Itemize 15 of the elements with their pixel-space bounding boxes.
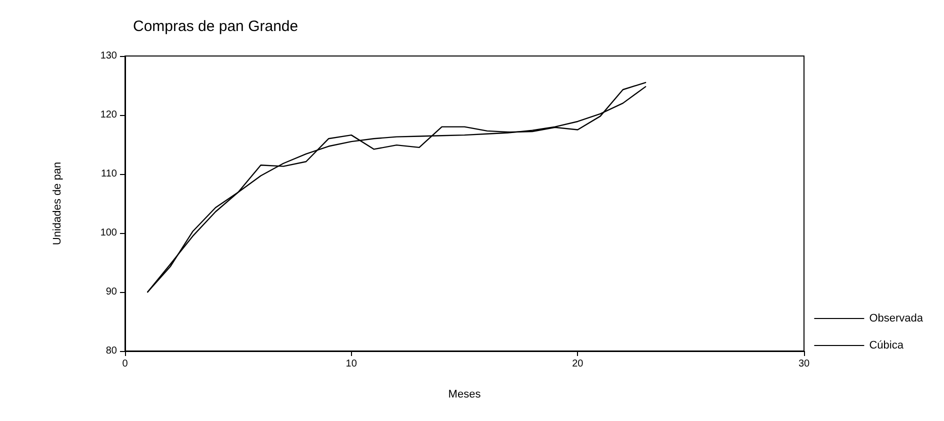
y-axis-title: Unidades de pan	[52, 162, 64, 246]
x-tick-label: 30	[798, 358, 810, 370]
x-tick-label: 20	[572, 358, 584, 370]
x-axis-title: Meses	[448, 388, 482, 400]
y-tick-label: 130	[100, 50, 118, 62]
y-tick-label: 120	[100, 110, 118, 120]
chart-title: Compras de pan Grande	[133, 18, 298, 35]
x-tick-label: 10	[346, 358, 358, 370]
y-tick-label: 100	[100, 228, 118, 238]
legend-label: Observada	[869, 312, 924, 324]
x-tick-label: 0	[122, 358, 128, 370]
legend-label: Cúbica	[869, 340, 904, 352]
y-tick-label: 110	[101, 168, 118, 180]
y-tick-label: 80	[106, 346, 118, 356]
y-tick-label: 90	[106, 286, 118, 298]
